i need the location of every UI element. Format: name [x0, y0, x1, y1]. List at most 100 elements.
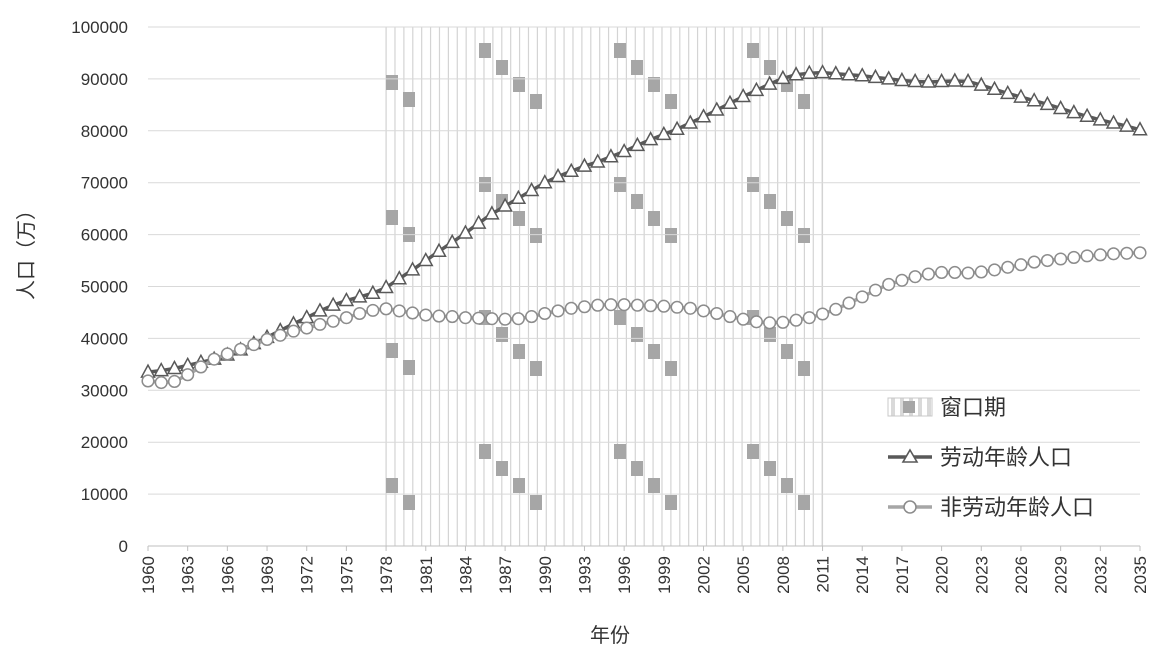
- data-point-non-working-age: [1054, 252, 1068, 266]
- data-point-working-age: [378, 278, 394, 294]
- data-point-non-working-age: [419, 308, 433, 322]
- data-point-non-working-age: [300, 321, 314, 335]
- data-point-non-working-age: [987, 263, 1002, 277]
- data-point-non-working-age: [948, 265, 962, 280]
- data-point-non-working-age: [630, 298, 644, 312]
- data-point-non-working-age: [710, 306, 724, 321]
- data-point-working-age: [999, 84, 1016, 100]
- data-point-working-age: [510, 189, 527, 205]
- x-tick-label: 2017: [893, 556, 912, 594]
- data-point-non-working-age: [273, 328, 287, 342]
- data-point-non-working-age: [181, 368, 195, 382]
- data-point-non-working-age: [234, 342, 248, 356]
- data-point-non-working-age: [935, 265, 949, 280]
- window-block: [513, 478, 525, 493]
- data-point-non-working-age: [286, 324, 301, 338]
- gridlines: [148, 26, 1140, 547]
- data-point-non-working-age: [776, 315, 790, 329]
- data-point-working-age: [986, 80, 1003, 96]
- window-block: [764, 60, 776, 75]
- window-block: [665, 495, 677, 510]
- window-block: [496, 60, 508, 75]
- window-block: [648, 344, 660, 359]
- data-point-working-age: [1132, 121, 1148, 136]
- data-point-non-working-age: [696, 304, 711, 318]
- data-point-non-working-age: [498, 312, 512, 326]
- window-block: [530, 495, 542, 510]
- data-point-working-age: [814, 64, 831, 79]
- x-tick-label: 1972: [298, 556, 317, 594]
- data-point-working-age: [695, 108, 712, 123]
- window-block: [530, 228, 542, 243]
- data-point-non-working-age: [207, 352, 221, 366]
- data-point-non-working-age: [855, 290, 869, 304]
- data-point-working-age: [947, 72, 963, 87]
- data-point-working-age: [669, 120, 685, 135]
- data-point-non-working-age: [405, 306, 420, 320]
- window-block: [747, 177, 759, 192]
- data-point-non-working-age: [432, 309, 446, 323]
- data-point-non-working-age: [141, 374, 155, 388]
- legend-circle-icon: [903, 500, 917, 514]
- x-tick-label: 2002: [695, 556, 714, 594]
- y-tick-label: 70000: [81, 174, 128, 193]
- data-point-working-age: [603, 148, 619, 163]
- data-point-non-working-age: [313, 317, 327, 331]
- window-block: [479, 43, 491, 58]
- data-point-working-age: [576, 157, 593, 172]
- data-point-non-working-age: [921, 267, 935, 281]
- data-point-non-working-age: [763, 316, 777, 330]
- y-tick-label: 80000: [81, 122, 128, 141]
- data-point-non-working-age: [895, 273, 909, 287]
- window-block: [614, 310, 626, 325]
- window-block: [386, 75, 398, 90]
- data-point-non-working-age: [154, 375, 168, 390]
- window-block: [798, 94, 810, 109]
- x-tick-label: 1999: [655, 556, 674, 594]
- data-point-working-age: [338, 291, 355, 307]
- data-point-non-working-age: [353, 306, 367, 321]
- data-point-non-working-age: [868, 283, 883, 297]
- window-block: [496, 327, 508, 342]
- data-point-non-working-age: [392, 304, 406, 318]
- window-block: [403, 360, 415, 375]
- window-block: [747, 43, 759, 58]
- data-point-working-age: [1092, 111, 1109, 126]
- data-point-non-working-age: [1093, 248, 1107, 262]
- window-block: [648, 478, 660, 493]
- data-point-non-working-age: [577, 300, 592, 314]
- data-point-working-age: [404, 261, 421, 276]
- window-block: [665, 361, 677, 376]
- data-point-working-age: [523, 181, 540, 197]
- window-block: [798, 495, 810, 510]
- y-tick-label: 10000: [81, 485, 128, 504]
- data-point-working-age: [1052, 99, 1069, 115]
- y-axis-ticks: 0 10000 20000 30000 40000 50000 60000 70000 8000…: [71, 18, 128, 556]
- y-tick-label: 60000: [81, 226, 128, 245]
- data-point-non-working-age: [670, 300, 684, 314]
- data-point-working-age: [497, 197, 513, 212]
- window-block: [648, 77, 660, 92]
- data-point-non-working-age: [1040, 253, 1054, 268]
- window-block: [648, 211, 660, 226]
- window-block: [530, 361, 542, 376]
- data-point-working-age: [1079, 107, 1095, 123]
- data-point-working-age: [642, 131, 659, 146]
- data-point-non-working-age: [842, 296, 856, 310]
- legend-label-working-age: 劳动年龄人口: [940, 446, 1072, 471]
- data-point-non-working-age: [1080, 249, 1094, 263]
- x-tick-label: 1960: [139, 556, 158, 594]
- y-tick-label: 0: [119, 537, 128, 556]
- x-tick-label: 2029: [1052, 556, 1071, 594]
- window-block: [781, 478, 793, 493]
- x-tick-label: 1963: [179, 556, 198, 594]
- window-block: [764, 194, 776, 209]
- data-point-working-age: [365, 284, 381, 299]
- data-point-non-working-age: [908, 270, 922, 284]
- data-point-non-working-age: [366, 303, 380, 317]
- data-point-working-age: [907, 72, 923, 88]
- data-point-non-working-age: [247, 338, 261, 352]
- x-tick-label: 1987: [496, 556, 515, 594]
- legend-label-window: 窗口期: [940, 396, 1006, 421]
